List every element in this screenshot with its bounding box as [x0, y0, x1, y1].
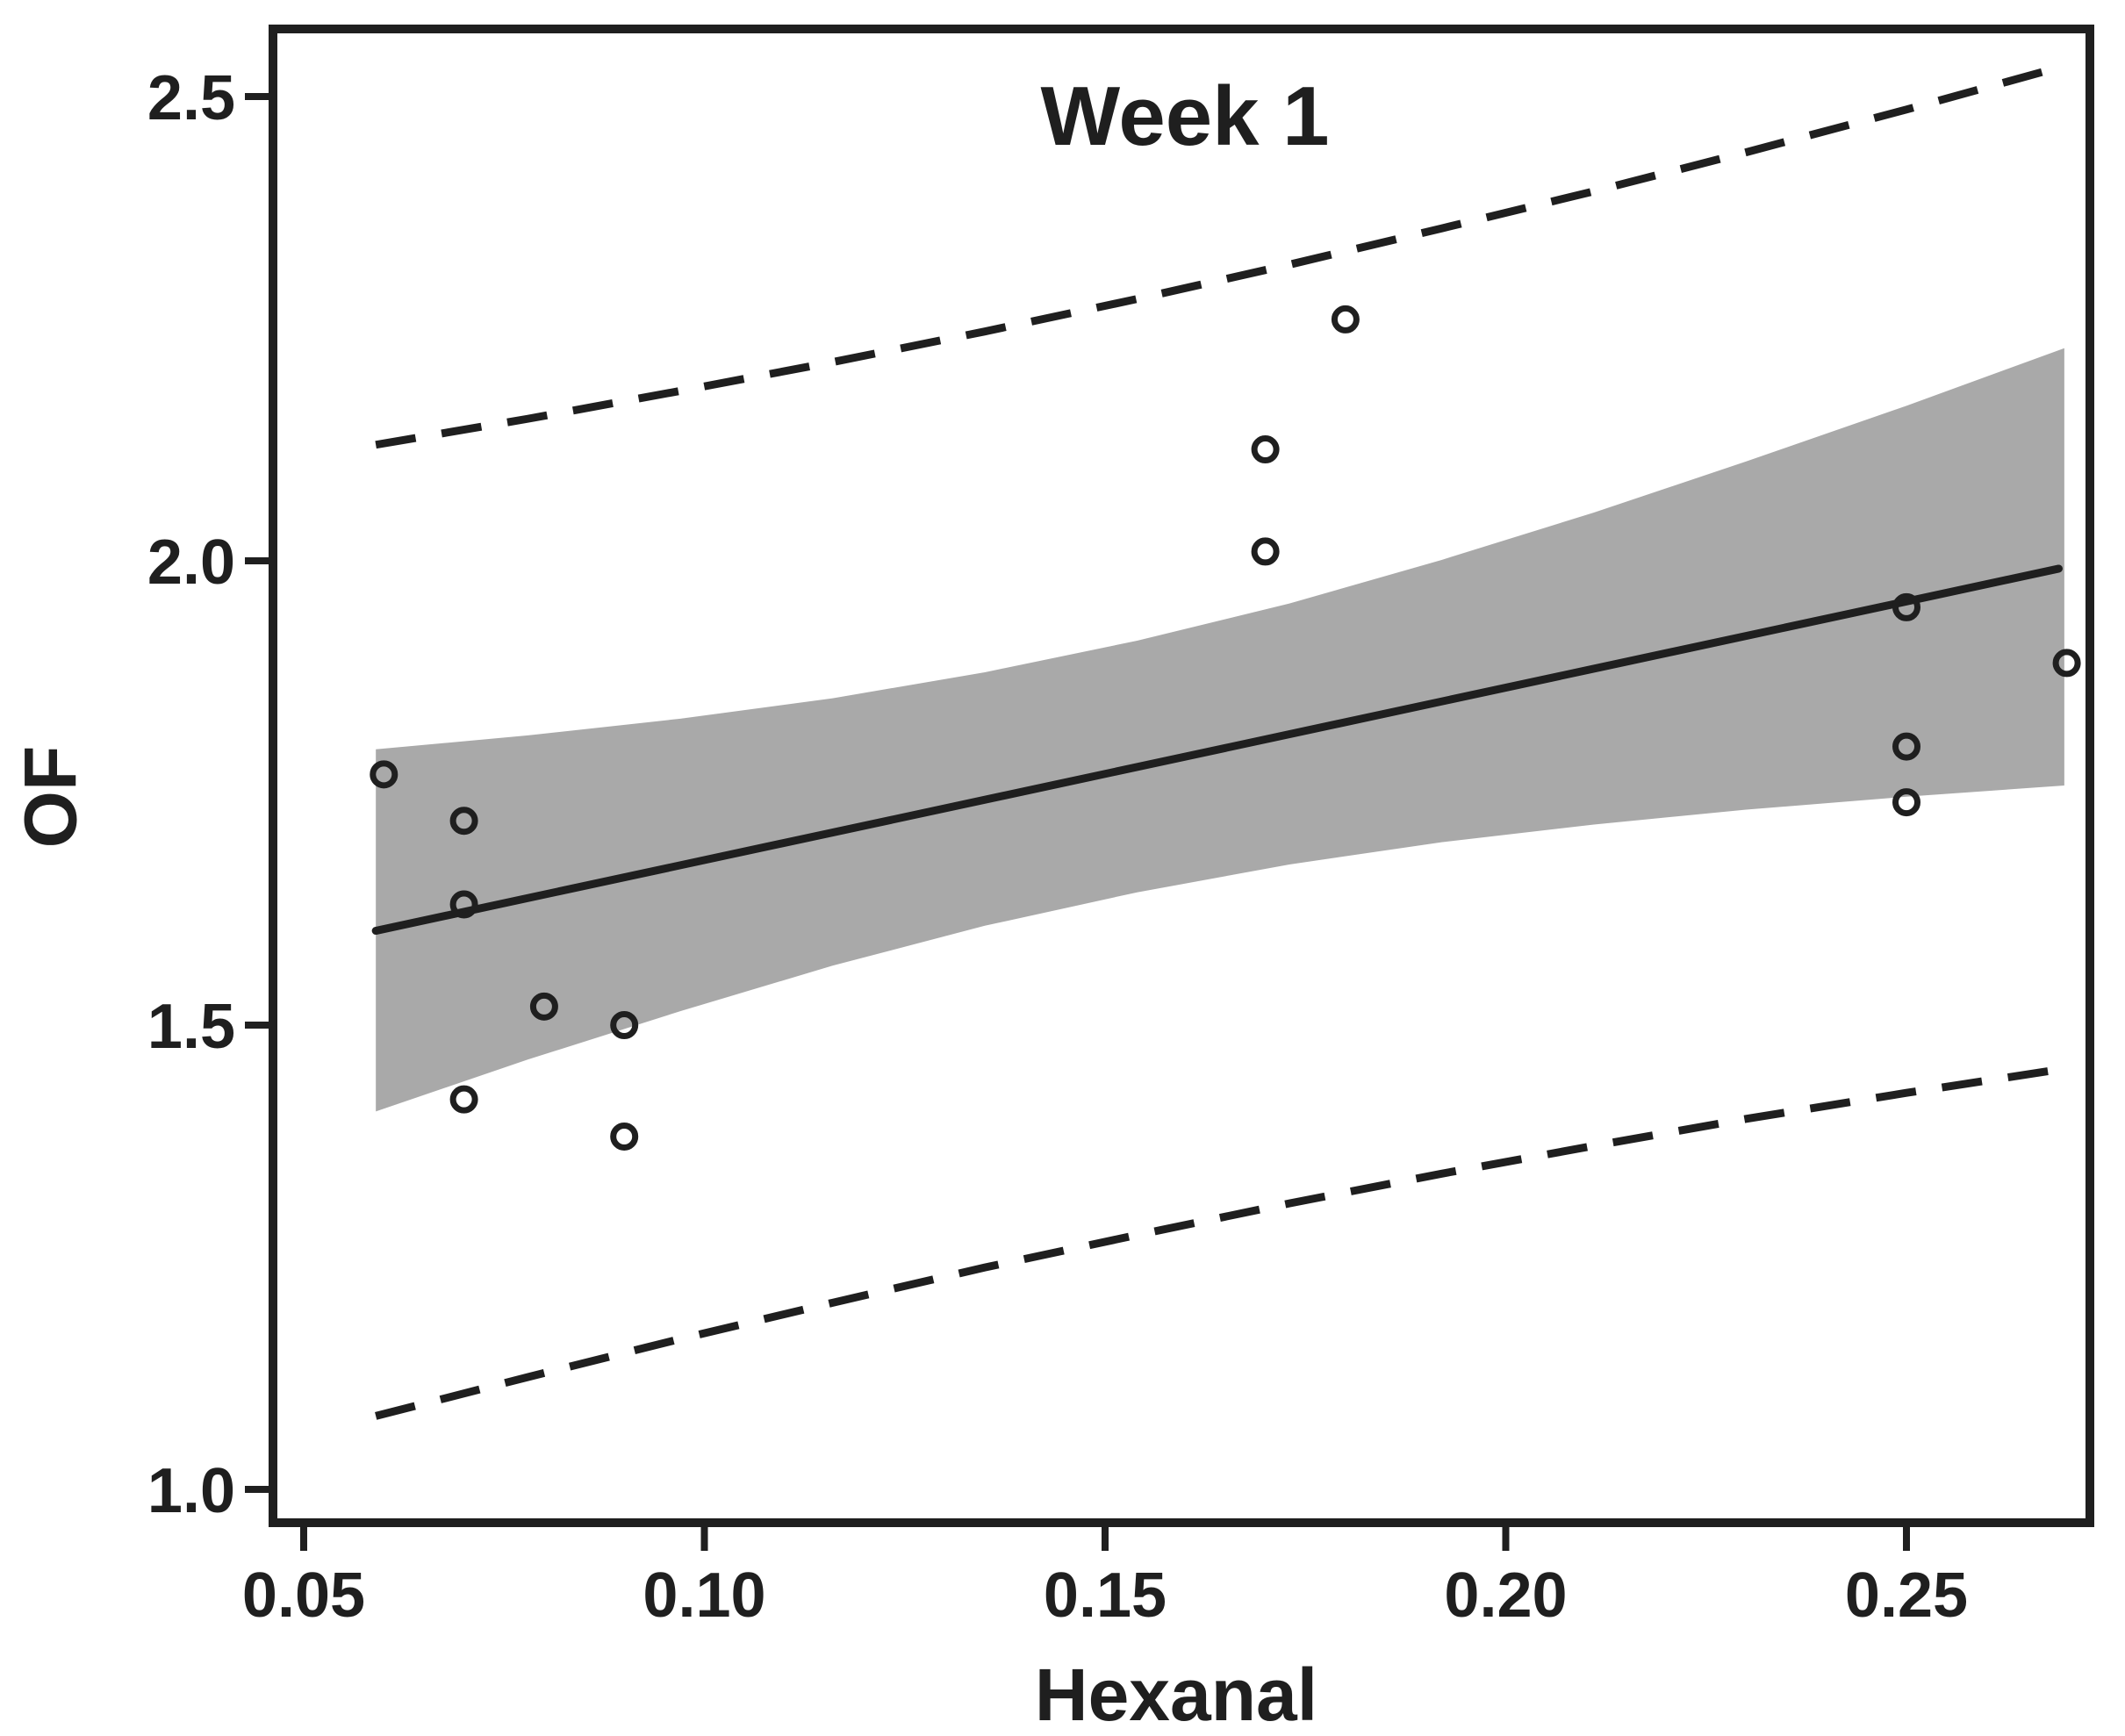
data-point	[370, 760, 398, 789]
y-axis-tick-label: 2.5	[147, 63, 235, 133]
data-point	[610, 1011, 639, 1039]
x-axis-tick-label: 0.10	[643, 1560, 765, 1631]
data-point	[1892, 788, 1920, 817]
x-axis-label: Hexanal	[1035, 1654, 1317, 1736]
data-point	[1331, 305, 1360, 334]
data-point	[449, 807, 478, 836]
y-axis-label: OF	[9, 746, 91, 849]
regression-line	[371, 564, 2063, 936]
y-axis-tick-label: 1.0	[147, 1456, 235, 1526]
lower-prediction-interval-line	[375, 1065, 2065, 1420]
data-point	[2052, 649, 2081, 678]
x-axis-tick-label: 0.25	[1845, 1560, 1968, 1631]
data-point	[1251, 537, 1280, 566]
data-point	[529, 992, 558, 1021]
data-point	[1251, 435, 1280, 464]
data-point	[449, 890, 478, 919]
axes-frame-layer	[269, 25, 2094, 1527]
data-point	[1892, 592, 1920, 621]
tick-layer: 0.05 0.10 0.15 0.20 0.25 1.0 1.5 2.0 2.5	[147, 63, 1968, 1631]
upper-prediction-interval-line	[375, 61, 2066, 449]
prediction-interval-layer	[375, 61, 2066, 1420]
y-axis-tick-label: 1.5	[147, 992, 235, 1062]
data-point	[610, 1122, 639, 1151]
fit-line-layer	[371, 564, 2063, 936]
confidence-band-layer	[376, 348, 2064, 1112]
chart-title: Week 1	[1040, 69, 1329, 163]
plot-border	[269, 25, 2094, 1527]
data-point	[1892, 732, 1920, 761]
data-point	[449, 1085, 478, 1114]
x-axis-tick-label: 0.20	[1444, 1560, 1567, 1631]
x-axis-tick-label: 0.05	[242, 1560, 365, 1631]
x-axis-tick-label: 0.15	[1044, 1560, 1167, 1631]
confidence-band	[376, 348, 2064, 1112]
y-axis-tick-label: 2.0	[147, 527, 235, 598]
data-points-layer	[370, 305, 2081, 1151]
